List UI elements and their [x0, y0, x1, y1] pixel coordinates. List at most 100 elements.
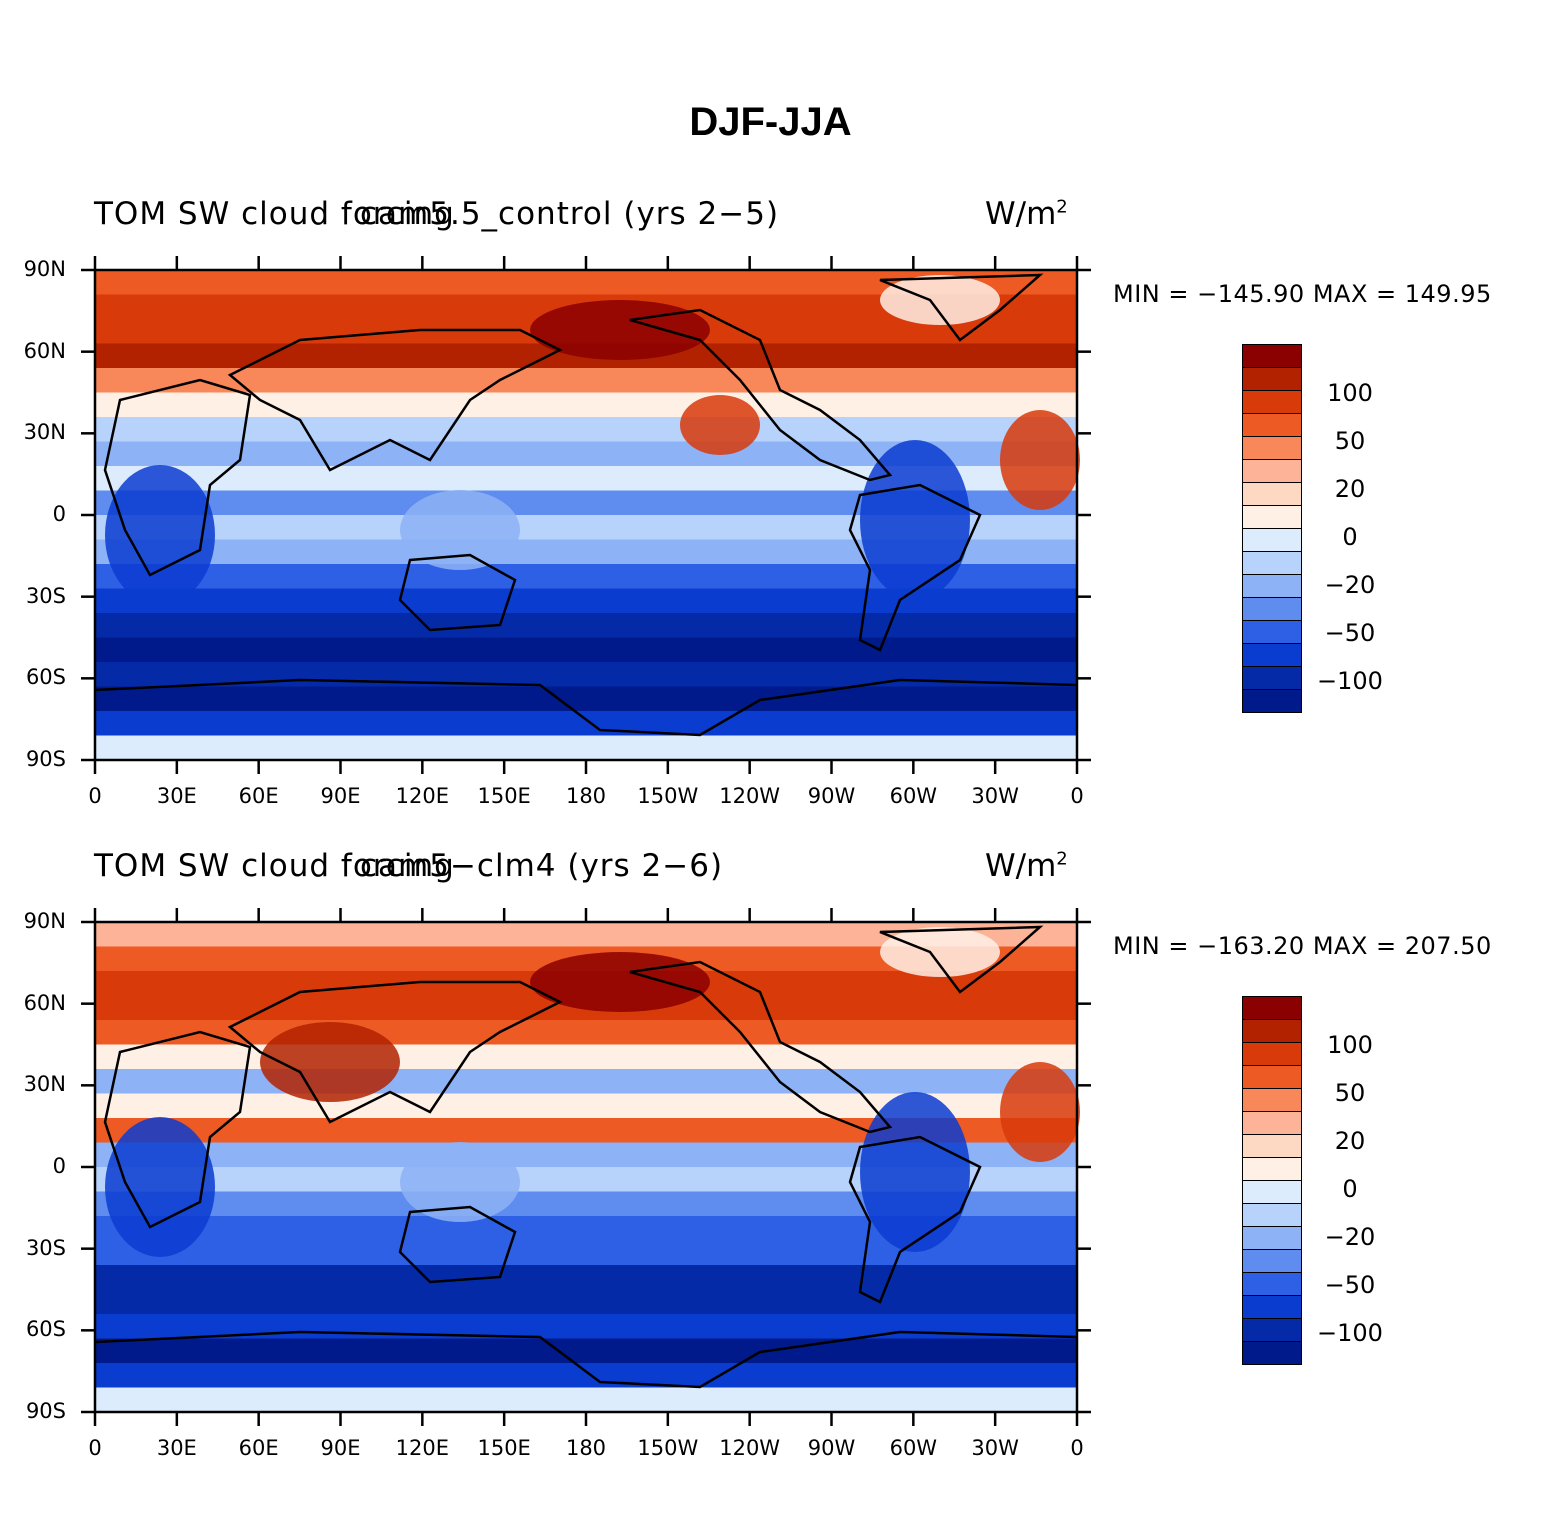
lon-tick-label: 120W — [719, 1436, 781, 1460]
lat-tick-label: 0 — [52, 1154, 66, 1178]
colorbar-swatch — [1242, 505, 1302, 529]
lat-tick-label: 30S — [25, 583, 66, 608]
colorbar-swatch — [1242, 1180, 1302, 1204]
colorbar — [1242, 996, 1302, 1365]
colorbar-label: −20 — [1324, 1223, 1376, 1251]
contour-region — [260, 1022, 400, 1102]
lon-tick-label: 60W — [889, 1436, 938, 1460]
contour-band — [95, 1289, 1077, 1315]
contour-region — [680, 395, 760, 455]
contour-region — [105, 465, 215, 605]
lat-tick-label: 90N — [23, 257, 66, 281]
lon-tick-label: 90E — [320, 784, 361, 808]
lon-tick-label: 150W — [637, 1436, 699, 1460]
lon-tick-label: 60W — [889, 784, 938, 808]
figure-title: DJF-JJA — [689, 100, 852, 144]
coastline — [879, 273, 1044, 342]
contour-map — [81, 908, 1091, 1426]
lon-tick-label: 0 — [88, 1436, 102, 1460]
lon-tick-label: 90E — [320, 1436, 361, 1460]
lon-tick-label: 180 — [565, 784, 607, 808]
lat-tick-label: 30N — [23, 1072, 66, 1097]
lon-tick-label: 150E — [477, 784, 531, 808]
colorbar-swatch — [1242, 459, 1302, 483]
colorbar-swatch — [1242, 1226, 1302, 1250]
colorbar-swatch — [1242, 1111, 1302, 1135]
contour-band — [95, 686, 1077, 712]
colorbar — [1242, 344, 1302, 713]
colorbar-label: −20 — [1324, 571, 1376, 599]
lon-tick-label: 0 — [88, 784, 102, 808]
contour-map — [81, 256, 1091, 774]
lat-tick-label: 90S — [25, 747, 66, 771]
lon-tick-label: 30E — [156, 1436, 197, 1460]
colorbar-label: −50 — [1324, 619, 1376, 647]
colorbar-swatch — [1242, 1249, 1302, 1273]
colorbar-swatch — [1242, 1295, 1302, 1319]
map-panel-top: TOM SW cloud forcing cam5.5_control (yrs… — [0, 190, 1541, 830]
colorbar-swatch — [1242, 1272, 1302, 1296]
coastline — [848, 1135, 982, 1304]
colorbar-swatch — [1242, 643, 1302, 667]
lon-tick-label: 30W — [971, 784, 1019, 808]
colorbar-swatch — [1242, 390, 1302, 414]
colorbar-label: −100 — [1317, 1319, 1383, 1347]
lon-tick-label: 30E — [156, 784, 197, 808]
contour-band — [95, 1387, 1077, 1413]
colorbar-swatch — [1242, 620, 1302, 644]
panel-case-title: cam5−clm4 (yrs 2−6) — [360, 848, 724, 884]
lon-tick-label: 120W — [719, 784, 781, 808]
lat-tick-label: 90S — [25, 1399, 66, 1423]
contour-band — [95, 1363, 1077, 1389]
coastline — [629, 308, 893, 482]
colorbar-label: −50 — [1324, 1271, 1376, 1299]
coastline — [94, 1330, 1078, 1389]
contour-region — [860, 440, 970, 600]
colorbar-label: 0 — [1342, 1175, 1358, 1203]
lon-tick-label: 0 — [1070, 784, 1084, 808]
colorbar-swatch — [1242, 574, 1302, 598]
colorbar-swatch — [1242, 413, 1302, 437]
lat-tick-label: 60N — [23, 338, 66, 363]
colorbar-swatch — [1242, 1065, 1302, 1089]
panel-case-title: cam5.5_control (yrs 2−5) — [360, 196, 780, 232]
contour-band — [95, 1265, 1077, 1291]
lat-tick-label: 90N — [23, 909, 66, 933]
panel-variable-title: TOM SW cloud forcing — [94, 848, 455, 884]
lon-tick-label: 120E — [395, 1436, 449, 1460]
colorbar-label: 50 — [1334, 1079, 1366, 1107]
contour-band — [95, 417, 1077, 443]
colorbar-swatch — [1242, 436, 1302, 460]
contour-band — [95, 1069, 1077, 1095]
colorbar-swatch — [1242, 1318, 1302, 1342]
contour-region — [860, 1092, 970, 1252]
colorbar-label: 0 — [1342, 523, 1358, 551]
lon-tick-label: 60E — [238, 1436, 279, 1460]
lon-tick-label: 150E — [477, 1436, 531, 1460]
lat-tick-label: 60N — [23, 990, 66, 1015]
contour-region — [105, 1117, 215, 1257]
lon-tick-label: 150W — [637, 784, 699, 808]
contour-region — [1000, 1062, 1080, 1162]
colorbar-swatch — [1242, 689, 1302, 713]
coastline — [227, 328, 563, 472]
coastline — [398, 1205, 517, 1284]
coastline — [94, 678, 1078, 737]
colorbar-swatch — [1242, 666, 1302, 690]
lon-tick-label: 90W — [807, 784, 856, 808]
colorbar-swatch — [1242, 996, 1302, 1020]
contour-band — [95, 711, 1077, 737]
contour-region — [1000, 410, 1080, 510]
colorbar-label: 100 — [1327, 379, 1373, 407]
contour-band — [95, 368, 1077, 394]
coastline — [879, 925, 1044, 994]
contour-band — [95, 392, 1077, 418]
contour-band — [95, 613, 1077, 639]
coastline — [103, 1030, 252, 1229]
colorbar-label: 100 — [1327, 1031, 1373, 1059]
colorbar-swatch — [1242, 551, 1302, 575]
lon-tick-label: 90W — [807, 1436, 856, 1460]
contour-region — [400, 1142, 520, 1222]
colorbar-swatch — [1242, 1042, 1302, 1066]
panel-variable-title: TOM SW cloud forcing — [94, 196, 455, 232]
